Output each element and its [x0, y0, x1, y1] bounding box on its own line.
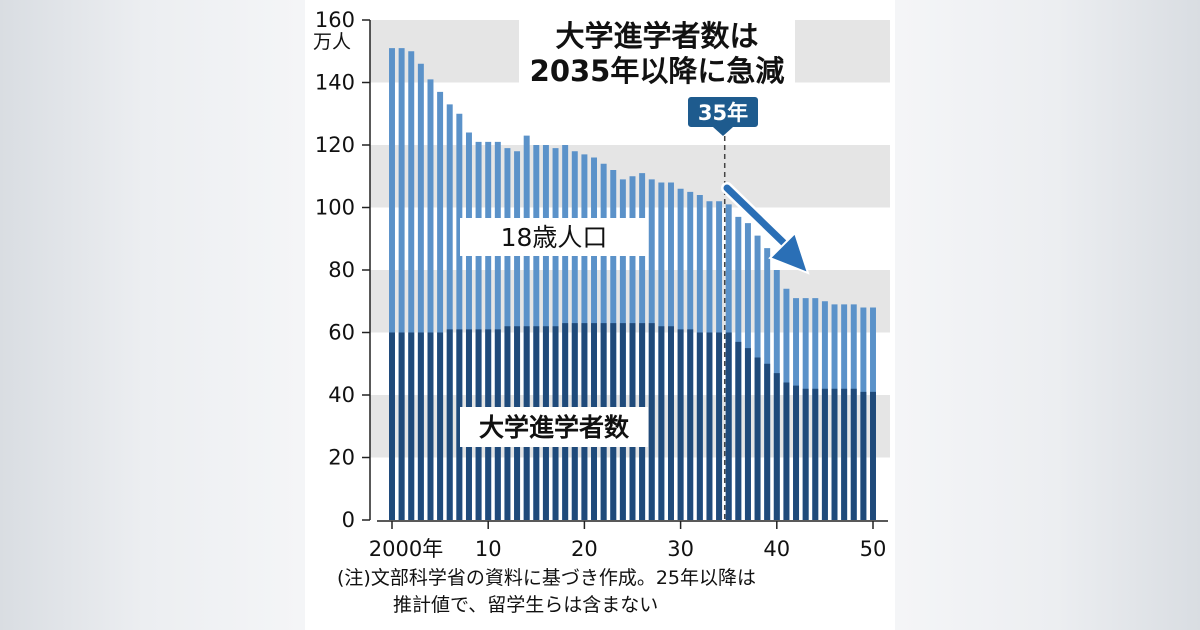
- marker-label-text: 35年: [698, 101, 748, 125]
- bar-18yo-population: [389, 48, 395, 520]
- series-label-18-text: 18歳人口: [501, 223, 608, 252]
- bar-university-entrants: [456, 329, 463, 520]
- y-tick-label: 100: [315, 196, 355, 220]
- bar-18yo-population: [408, 51, 415, 520]
- x-tick-label: 20: [571, 537, 598, 561]
- bar-university-entrants: [821, 388, 828, 520]
- bar-university-entrants: [658, 326, 665, 520]
- bar-university-entrants: [812, 388, 819, 520]
- x-tick-label: 40: [763, 537, 790, 561]
- chart-title-line1: 大学進学者数は: [555, 19, 758, 53]
- bar-university-entrants: [706, 332, 713, 520]
- bar-university-entrants: [754, 357, 761, 520]
- title-background: [519, 12, 795, 92]
- bar-university-entrants: [764, 363, 771, 520]
- bar-18yo-population: [465, 132, 472, 520]
- bar-university-entrants: [648, 323, 655, 520]
- y-tick-label: 60: [328, 321, 355, 345]
- y-tick-label: 160: [315, 8, 355, 32]
- bar-university-entrants: [744, 348, 751, 520]
- y-tick-label: 120: [315, 133, 355, 157]
- series-label-18-box: [460, 218, 648, 256]
- bar-18yo-population: [398, 48, 405, 520]
- x-tick-label: 2000年: [369, 537, 443, 561]
- series-label-enroll-box: [460, 407, 648, 447]
- bar-18yo-population: [446, 104, 453, 520]
- arrow-head-icon: [768, 231, 810, 275]
- bar-18yo-population: [456, 113, 463, 520]
- bar-university-entrants: [831, 388, 838, 520]
- x-tick-label: 50: [860, 537, 887, 561]
- bar-university-entrants: [860, 391, 867, 520]
- bar-university-entrants: [735, 341, 742, 520]
- chart-card: 0 20 40 60 80 100 120 140 160 2000年 10 20 30 40 50 万人…: [305, 0, 895, 630]
- x-axis-ticks: 2000年 10 20 30 40 50: [369, 521, 887, 561]
- y-axis-unit: 万人: [313, 31, 351, 53]
- x-tick-label: 30: [667, 537, 694, 561]
- bar-university-entrants: [417, 332, 424, 520]
- x-tick-label: 10: [475, 537, 502, 561]
- y-tick-label: 40: [328, 383, 355, 407]
- y-tick-label: 20: [328, 446, 355, 470]
- marker-label-pointer: [713, 127, 733, 136]
- bar-university-entrants: [446, 329, 453, 520]
- bar-university-entrants: [802, 388, 809, 520]
- bar-university-entrants: [716, 332, 723, 520]
- bar-university-entrants: [870, 391, 876, 520]
- bar-university-entrants: [696, 332, 703, 520]
- series-label-18: 18歳人口: [460, 218, 648, 256]
- bar-university-entrants: [667, 326, 674, 520]
- series-label-enroll-text: 大学進学者数: [479, 413, 630, 442]
- bar-university-entrants: [398, 332, 405, 520]
- bar-university-entrants: [783, 382, 790, 520]
- trend-arrow: [721, 182, 810, 275]
- note-line-1: (注)文部科学省の資料に基づき作成。25年以降は: [337, 567, 756, 589]
- bar-university-entrants: [841, 388, 848, 520]
- bar-university-entrants: [773, 373, 780, 520]
- bar-university-entrants: [437, 332, 444, 520]
- y-tick-label: 0: [342, 508, 355, 532]
- bar-university-entrants: [389, 332, 395, 520]
- bar-18yo-population: [427, 79, 434, 520]
- bar-university-entrants: [725, 332, 732, 520]
- bar-university-entrants: [408, 332, 415, 520]
- y-tick-label: 80: [328, 258, 355, 282]
- bar-18yo-population: [417, 63, 424, 520]
- bar-university-entrants: [850, 388, 857, 520]
- note-line-2: 推計値で、留学生らは含まない: [393, 594, 658, 616]
- bar-university-entrants: [677, 329, 684, 520]
- bar-18yo-population: [437, 91, 444, 520]
- y-tick-label: 140: [315, 71, 355, 95]
- bar-university-entrants: [793, 385, 800, 520]
- chart-svg: 0 20 40 60 80 100 120 140 160 2000年 10 20 30 40 50 万人…: [313, 8, 890, 616]
- series-label-enroll: 大学進学者数: [460, 407, 648, 447]
- bar-university-entrants: [427, 332, 434, 520]
- bar-university-entrants: [687, 329, 694, 520]
- chart-title-line2: 2035年以降に急減: [530, 54, 785, 88]
- marker-label-35: 35年: [686, 95, 760, 136]
- y-axis-ticks: 0 20 40 60 80 100 120 140 160: [315, 8, 371, 532]
